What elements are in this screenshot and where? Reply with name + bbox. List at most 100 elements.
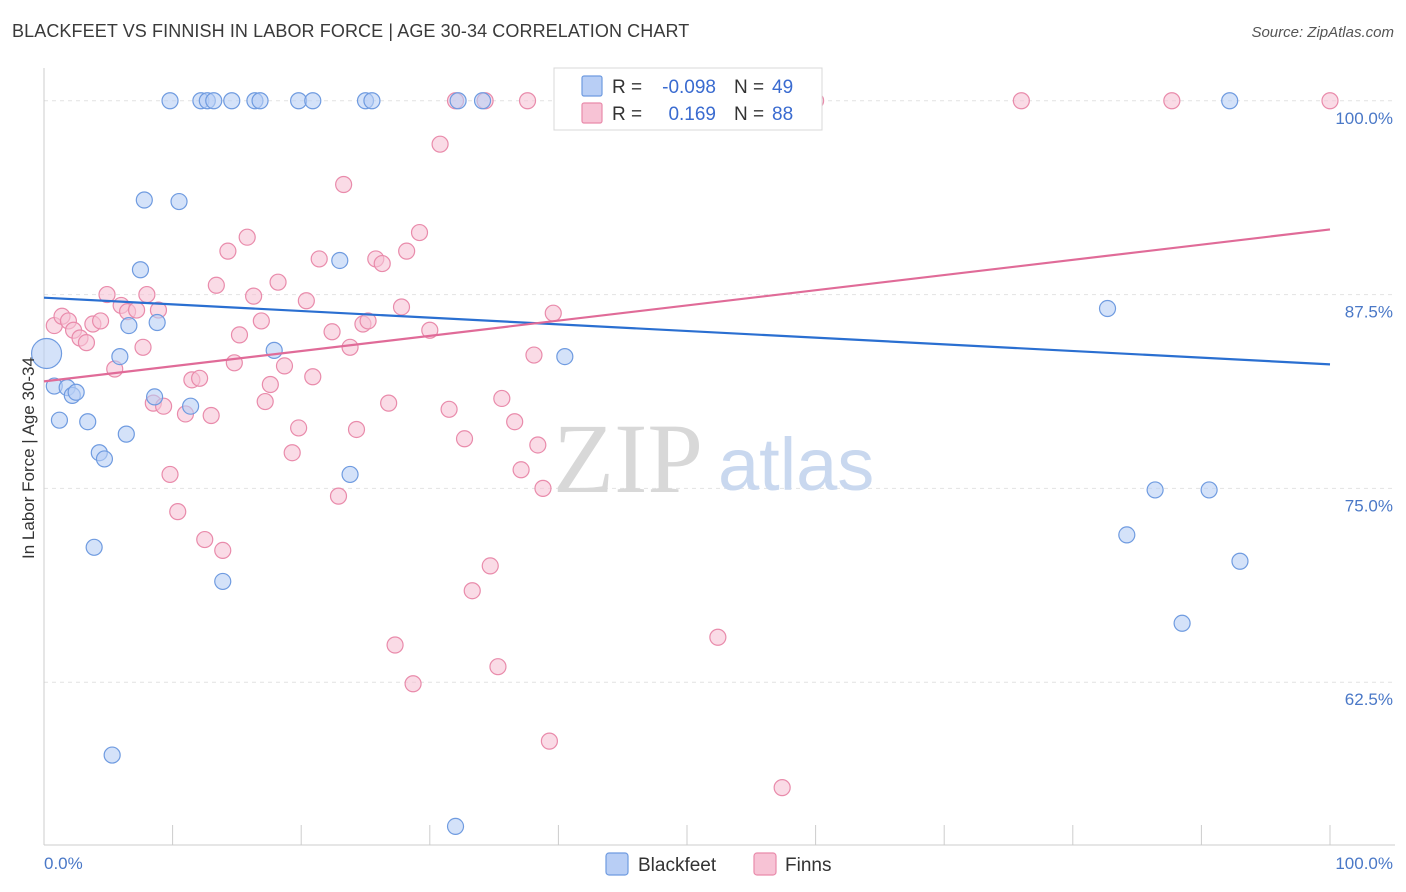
blackfeet-point [363,92,381,110]
finns-point [207,276,225,294]
series-blackfeet-points [30,92,1249,835]
finns-point [134,338,152,356]
finns-point [256,392,274,411]
blackfeet-point [1200,481,1218,499]
finns-point [91,312,110,330]
watermark-zip: ZIP [553,403,703,514]
axes [43,68,1395,846]
legend-n-label-blackfeet: N = [734,77,764,98]
series-legend-label-blackfeet: Blackfeet [638,855,717,876]
finns-point [1321,92,1339,110]
finns-point [261,375,279,394]
blackfeet-point [223,92,241,110]
blackfeet-point [79,413,97,431]
blackfeet-point [120,316,138,335]
blackfeet-point [170,192,188,211]
blackfeet-point [111,347,129,366]
series-legend-swatch-finns [753,852,777,876]
gridlines [44,100,1395,683]
finns-point [455,430,474,448]
tick-labels: 62.5% 75.0% 87.5% 100.0% 0.0% 100.0% [44,109,1393,873]
blackfeet-point [148,313,166,332]
blackfeet-point [135,191,153,209]
finns-point [290,419,308,437]
finns-point [214,541,232,560]
blackfeet-trendline [43,296,1331,366]
watermark-atlas: atlas [718,423,874,506]
blackfeet-point [1173,614,1191,632]
finns-point [481,557,499,575]
finns-point [196,530,214,549]
finns-point [440,400,458,418]
y-axis-label: In Labor Force | Age 30-34 [19,357,38,559]
trendlines [43,228,1331,383]
blackfeet-point [103,746,121,764]
finns-point [252,312,270,330]
finns-point [489,658,507,676]
finns-point [219,242,237,260]
y-tick-label-3: 100.0% [1335,109,1393,128]
finns-point [275,357,294,375]
blackfeet-point [30,337,63,370]
finns-point [169,503,187,521]
blackfeet-point [205,92,223,110]
blackfeet-point [1231,552,1249,570]
finns-point [191,369,209,387]
blackfeet-point [117,425,135,443]
finns-point [410,223,429,242]
finns-point [1163,92,1181,110]
finns-point [230,326,249,344]
y-tick-label-1: 75.0% [1345,496,1393,515]
finns-point [540,732,558,750]
blackfeet-point [131,261,150,279]
source-credit: Source: ZipAtlas.com [1251,24,1394,41]
legend-n-value-finns: 88 [772,104,793,125]
blackfeet-point [341,465,359,484]
finns-point [506,413,524,431]
finns-point [335,175,353,194]
blackfeet-point [214,572,232,591]
blackfeet-point [67,383,85,401]
blackfeet-point [1146,481,1164,499]
finns-point [283,444,301,462]
finns-point [493,389,511,408]
blackfeet-point [50,411,69,429]
series-legend: Blackfeet Finns [605,852,831,876]
stats-legend: R = -0.098 N = 49 R = 0.169 N = 88 [553,67,823,131]
blackfeet-point [161,92,179,110]
blackfeet-point [1221,92,1239,110]
legend-r-value-blackfeet: -0.098 [662,77,716,98]
y-tick-label-2: 87.5% [1345,303,1393,322]
finns-point [525,346,543,364]
finns-point [518,92,537,110]
blackfeet-point [145,388,164,406]
blackfeet-point [556,347,574,366]
finns-point [127,301,146,319]
watermark: ZIP atlas [553,403,874,514]
finns-point [297,292,315,310]
finns-point [392,298,411,316]
finns-point [347,420,366,439]
legend-r-label-finns: R = [612,104,642,125]
finns-point [202,406,220,425]
finns-point [359,312,377,330]
finns-point [404,675,422,693]
blackfeet-point [182,397,200,415]
finns-point [77,334,96,352]
x-tick-label-0: 0.0% [44,854,83,873]
finns-point [529,436,547,454]
finns-point [329,487,348,505]
chart-title: BLACKFEET VS FINNISH IN LABOR FORCE | AG… [12,21,690,41]
finns-point [341,338,359,356]
blackfeet-point [95,450,114,468]
series-legend-swatch-blackfeet [605,852,629,876]
y-tick-label-0: 62.5% [1345,690,1393,709]
finns-point [310,250,328,268]
finns-point [238,228,256,246]
finns-point [386,636,404,654]
finns-trendline [43,228,1331,383]
finns-point [380,394,398,412]
blackfeet-point [331,251,349,270]
finns-point [398,242,416,260]
